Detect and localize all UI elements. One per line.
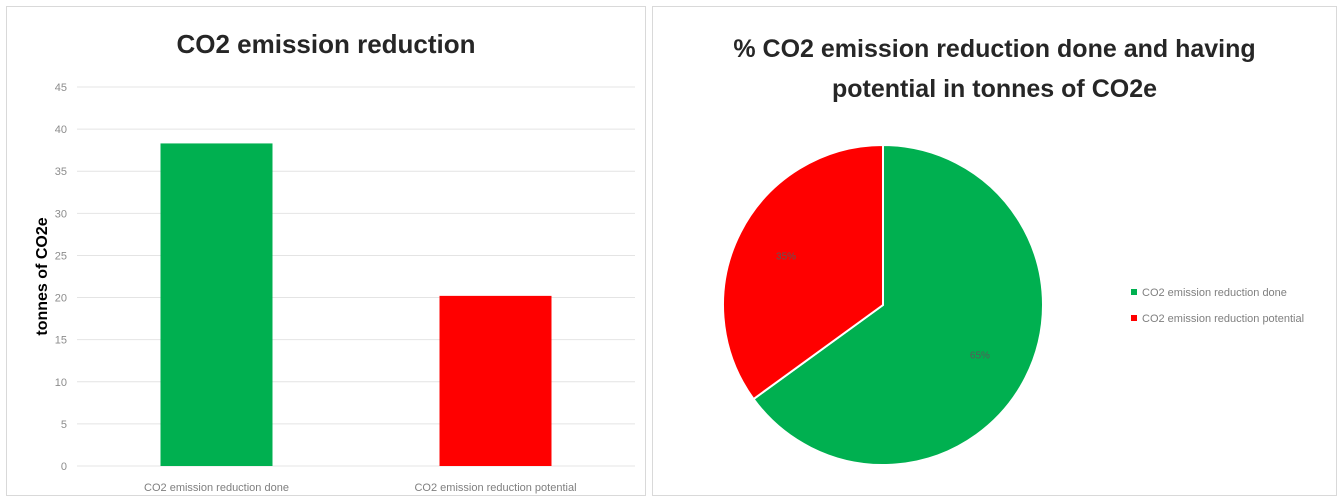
bar xyxy=(160,143,273,466)
y-tick-label: 45 xyxy=(55,82,67,94)
y-tick-label: 10 xyxy=(55,377,67,389)
y-tick-label: 15 xyxy=(55,335,67,347)
legend-label: CO2 emission reduction potential xyxy=(1142,313,1304,325)
y-axis-label: tonnes of CO2e xyxy=(34,217,51,335)
y-tick-label: 35 xyxy=(55,166,67,178)
y-tick-label: 5 xyxy=(61,419,67,431)
pie-chart-panel: % CO2 emission reduction done and having… xyxy=(652,6,1337,496)
bar xyxy=(439,295,552,466)
pie-slice xyxy=(722,143,884,401)
y-tick-label: 40 xyxy=(55,124,67,136)
x-category-label: CO2 emission reduction done xyxy=(144,482,289,494)
pie-data-label: 65% xyxy=(970,350,990,361)
legend-label: CO2 emission reduction done xyxy=(1142,287,1287,299)
y-tick-label: 25 xyxy=(55,250,67,262)
bar-chart-plot: 0 5 10 15 20 25 30 35 40 45 CO2 emission reduction… xyxy=(34,82,635,494)
legend-marker xyxy=(1131,289,1137,295)
pie-chart-plot: 65% 35% CO2 emission reduction done CO2 emi… xyxy=(722,143,1304,466)
pie-chart-title: % CO2 emission reduction done and having… xyxy=(733,35,1256,103)
legend-marker xyxy=(1131,315,1137,321)
x-category-label: CO2 emission reduction potential xyxy=(414,482,576,494)
bar-chart-title: CO2 emission reduction xyxy=(176,29,476,59)
bar-chart-panel: CO2 emission reduction 0 5 10 15 20 25 30 35 40 4… xyxy=(6,6,646,496)
pie-slice xyxy=(752,143,1044,466)
y-tick-label: 30 xyxy=(55,208,67,220)
y-tick-label: 20 xyxy=(55,293,67,305)
y-tick-label: 0 xyxy=(61,461,67,473)
pie-data-label: 35% xyxy=(776,252,796,263)
